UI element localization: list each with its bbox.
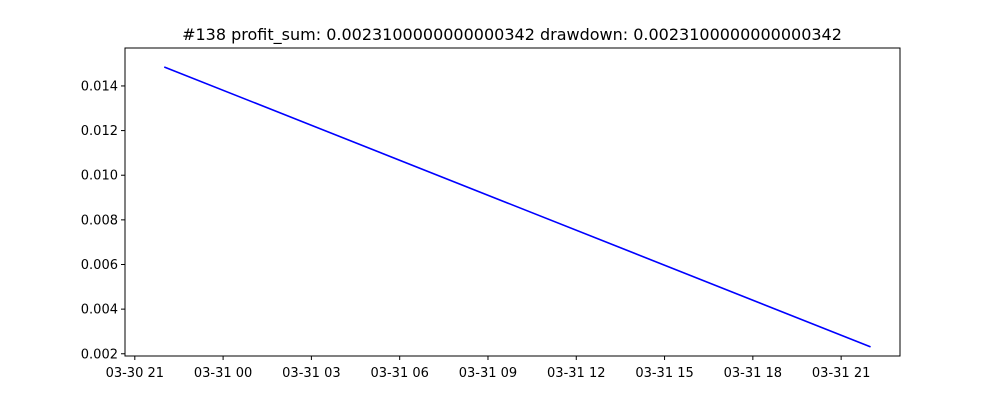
y-tick-label: 0.006 bbox=[81, 258, 118, 273]
y-tick-label: 0.010 bbox=[81, 169, 118, 184]
chart-title: #138 profit_sum: 0.0023100000000000342 d… bbox=[182, 25, 842, 45]
x-tick-label: 03-31 06 bbox=[370, 366, 428, 381]
series-line bbox=[163, 66, 871, 348]
x-tick-label: 03-31 03 bbox=[282, 366, 340, 381]
x-tick-label: 03-31 21 bbox=[812, 366, 870, 381]
x-tick-label: 03-31 18 bbox=[724, 366, 782, 381]
x-tick-label: 03-30 21 bbox=[106, 366, 164, 381]
x-tick-label: 03-31 09 bbox=[459, 366, 517, 381]
x-tick-label: 03-31 00 bbox=[194, 366, 252, 381]
x-tick-label: 03-31 15 bbox=[635, 366, 693, 381]
x-tick-label: 03-31 12 bbox=[547, 366, 605, 381]
y-tick-label: 0.014 bbox=[81, 79, 118, 94]
series-layer bbox=[163, 66, 871, 348]
y-tick-label: 0.012 bbox=[81, 124, 118, 139]
y-tick-label: 0.008 bbox=[81, 213, 118, 228]
y-tick-label: 0.002 bbox=[81, 347, 118, 362]
x-axis: 03-30 21 03-31 00 03-31 03 03-31 06 03-31 09… bbox=[106, 356, 870, 381]
y-axis: 0.002 0.004 0.006 0.008 0.010 0.012 0.014 bbox=[81, 79, 125, 362]
plot-area-frame bbox=[124, 47, 901, 357]
y-tick-label: 0.004 bbox=[81, 303, 118, 318]
